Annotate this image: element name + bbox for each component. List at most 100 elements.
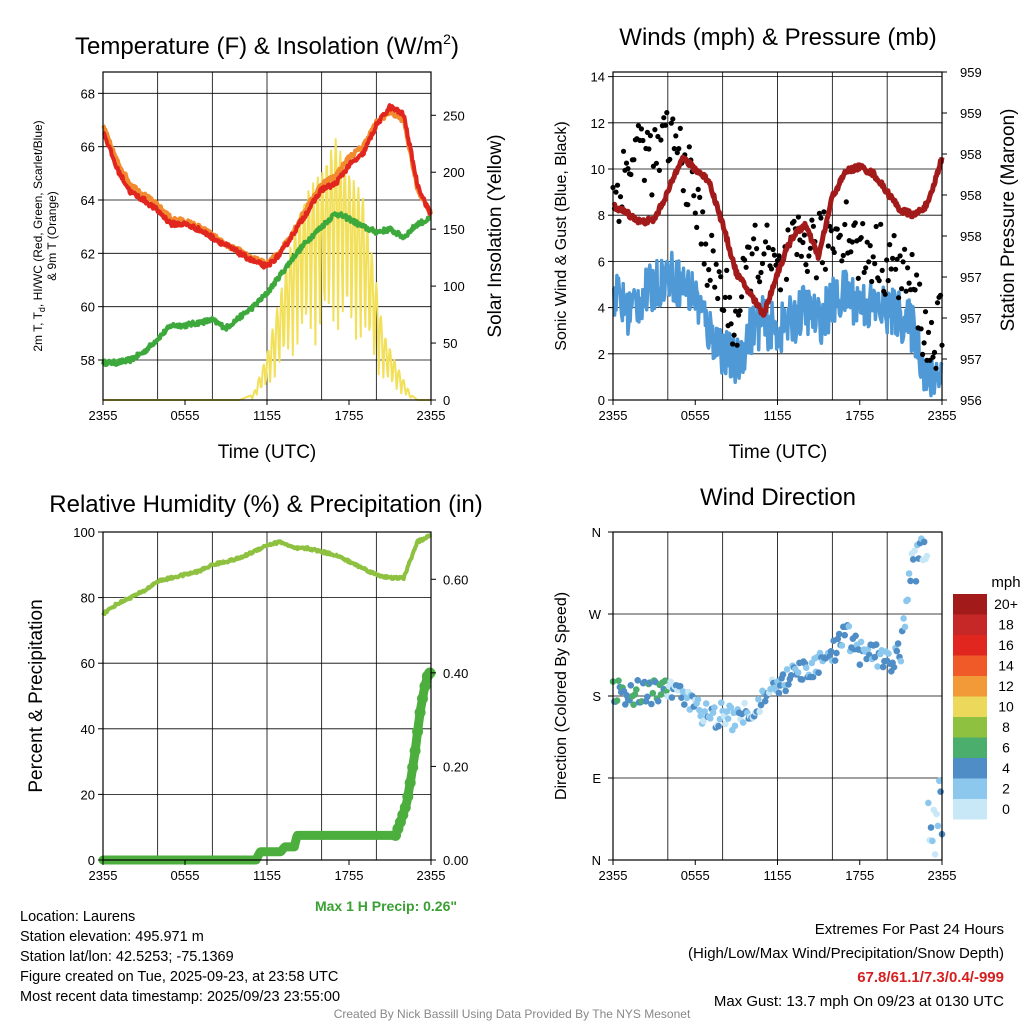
direction-tick-label: N (592, 525, 601, 540)
direction-point (613, 697, 621, 704)
gust-point (685, 202, 691, 208)
gust-point (718, 274, 724, 280)
insolation-tick-label: 150 (443, 222, 465, 237)
gust-point (894, 256, 900, 262)
legend-swatch (953, 594, 987, 615)
gust-point (860, 221, 866, 227)
direction-point (649, 689, 657, 697)
gust-point (858, 235, 864, 241)
gust-point (692, 210, 698, 216)
direction-point (827, 648, 835, 655)
pressure-tick-label: 959 (960, 106, 982, 121)
gust-point (757, 279, 763, 285)
direction-point (681, 701, 688, 708)
gust-point (934, 300, 941, 306)
temp-tick-label: 60 (81, 300, 95, 315)
gust-point (912, 287, 918, 293)
info-timestamp: Most recent data timestamp: 2025/09/23 2… (20, 989, 341, 1005)
gust-point (670, 116, 676, 122)
gust-point (709, 232, 715, 238)
gust-point (872, 261, 878, 267)
insolation-tick-label: 250 (443, 108, 465, 123)
direction-point (696, 706, 703, 714)
gust-point (755, 274, 761, 280)
gust-point (917, 281, 923, 287)
gust-point (698, 241, 704, 247)
gust-point (728, 321, 734, 327)
gust-point (640, 137, 646, 144)
gust-point (716, 269, 722, 275)
precip-tick-label: 0.40 (443, 666, 468, 681)
winds-xlabel: Time (UTC) (729, 442, 828, 463)
pressure-tick-label: 956 (960, 393, 982, 408)
gust-point (809, 217, 815, 223)
wind-tick-label: 2 (598, 347, 605, 362)
temperature-left-ticks: 58 60 62 64 66 68 (81, 86, 103, 368)
direction-point (694, 696, 702, 703)
gust-point (866, 259, 872, 265)
precip-point (404, 777, 416, 789)
gust-point (821, 209, 827, 215)
info-created: Figure created on Tue, 2025-09-23, at 23… (20, 969, 339, 985)
gust-point (704, 282, 710, 288)
gust-point (807, 245, 814, 251)
time-tick-label: 2355 (89, 408, 118, 423)
info-latlon: Station lat/lon: 42.5253; -75.1369 (20, 949, 234, 965)
gust-point (739, 294, 745, 300)
station-info: Location: Laurens Station elevation: 495… (20, 907, 340, 1007)
time-tick-label: 0555 (681, 868, 710, 883)
gust-point (813, 275, 820, 281)
gust-point (899, 286, 905, 292)
gust-point (804, 268, 811, 274)
direction-point (856, 661, 864, 668)
direction-point (912, 578, 920, 585)
extremes-title: Extremes For Past 24 Hours (814, 921, 1004, 938)
direction-point (718, 699, 725, 706)
wind-tick-label: 8 (598, 208, 605, 223)
direction-point (905, 570, 913, 577)
direction-point (874, 663, 881, 670)
gust-point (906, 280, 912, 286)
gust-point (620, 148, 627, 154)
legend-label: 12 (998, 678, 1014, 694)
direction-point (904, 596, 911, 604)
time-tick-label: 1155 (764, 868, 792, 883)
direction-point (934, 822, 942, 830)
wind-direction-title: Wind Direction (700, 484, 856, 511)
credit-line: Created By Nick Bassill Using Data Provi… (333, 1007, 691, 1021)
time-tick-label: 2355 (89, 868, 118, 883)
legend-swatch (953, 635, 987, 656)
extremes-legend: (High/Low/Max Wind/Precipitation/Snow De… (688, 945, 1004, 962)
gust-point (733, 308, 739, 314)
gust-point (721, 307, 727, 313)
direction-point (741, 699, 748, 707)
gust-point (867, 243, 873, 249)
legend-swatch (953, 717, 987, 738)
gust-point (768, 266, 775, 272)
temperature-time-ticks: 2355 0555 1155 1755 2355 (89, 400, 445, 423)
precip-point (417, 693, 428, 705)
gust-point (658, 137, 664, 143)
direction-point (872, 641, 880, 648)
temperature-title: Temperature (F) & Insolation (W/m2) (75, 31, 459, 60)
gust-point (897, 253, 903, 259)
gust-point (697, 194, 703, 200)
info-elevation: Station elevation: 495.971 m (20, 929, 204, 945)
gust-point (900, 259, 906, 265)
gust-point (774, 257, 781, 264)
gust-point (722, 294, 728, 300)
precip-point (399, 802, 411, 813)
gust-point (758, 269, 764, 276)
pressure-tick-label: 957 (960, 270, 982, 285)
gust-point (751, 236, 757, 242)
direction-point (857, 638, 865, 646)
gust-point (631, 157, 637, 163)
gust-point (668, 120, 674, 126)
direction-point (920, 538, 928, 546)
insolation-tick-label: 0 (443, 393, 450, 408)
direction-point (627, 682, 635, 689)
gust-point (641, 177, 648, 183)
gust-point (754, 246, 760, 252)
direction-point (731, 722, 739, 730)
gust-point (664, 110, 670, 116)
